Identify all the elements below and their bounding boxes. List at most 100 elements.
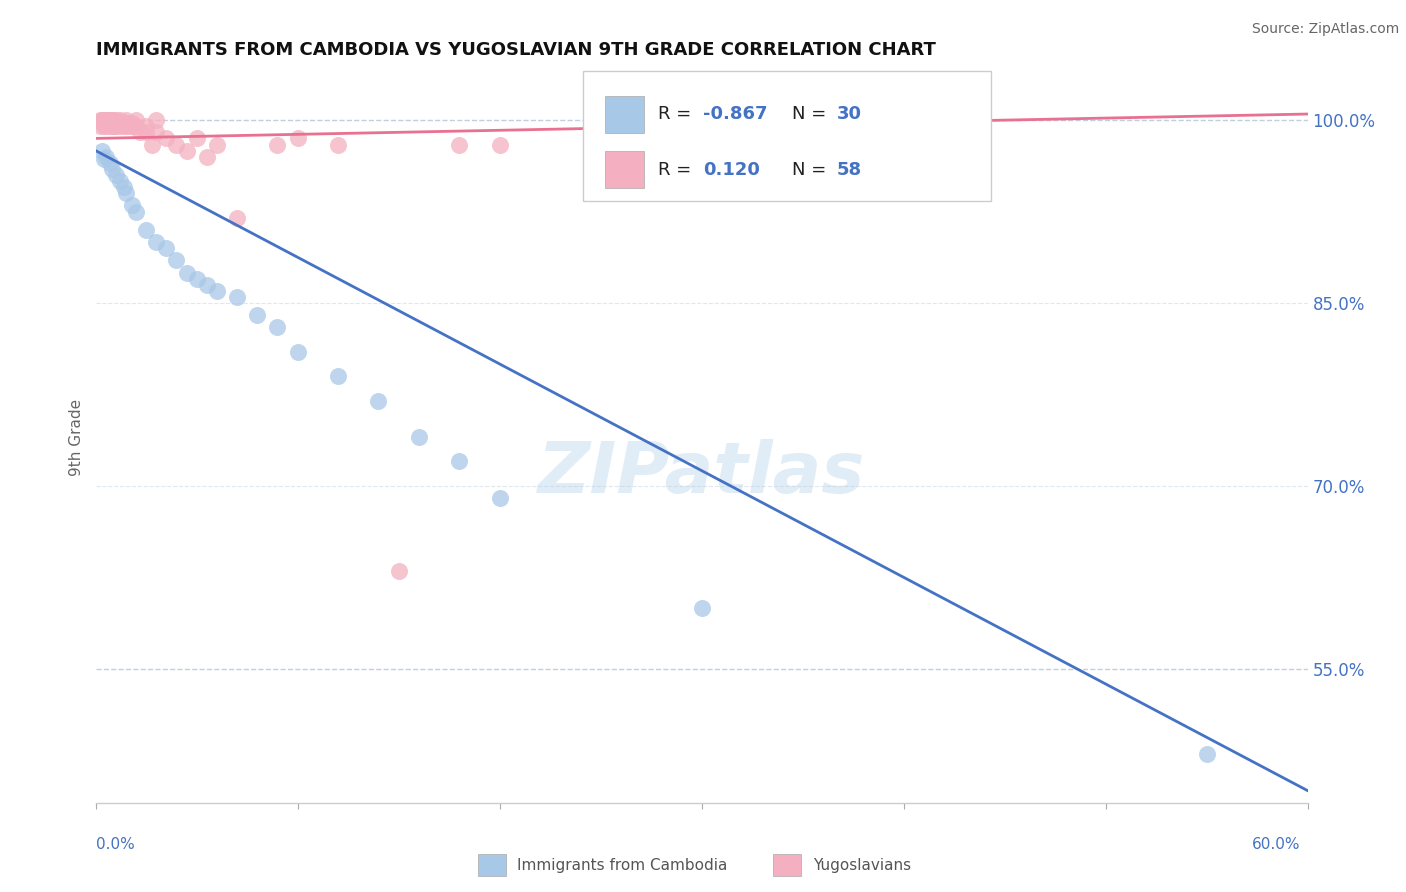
Point	[104, 168, 127, 182]
Point	[165, 253, 187, 268]
Point	[103, 119, 125, 133]
Point	[326, 137, 349, 152]
Point	[118, 119, 141, 133]
Point	[104, 113, 127, 128]
Text: ZIPatlas: ZIPatlas	[538, 439, 865, 508]
Point	[145, 235, 167, 249]
Point	[488, 491, 510, 505]
Text: -0.867: -0.867	[703, 105, 768, 123]
Point	[121, 198, 143, 212]
Point	[90, 144, 112, 158]
Text: 0.120: 0.120	[703, 161, 759, 178]
Point	[94, 115, 117, 129]
Point	[266, 320, 288, 334]
Point	[155, 131, 177, 145]
Point	[1195, 747, 1218, 761]
Point	[186, 271, 208, 285]
Text: IMMIGRANTS FROM CAMBODIA VS YUGOSLAVIAN 9TH GRADE CORRELATION CHART: IMMIGRANTS FROM CAMBODIA VS YUGOSLAVIAN …	[96, 41, 935, 59]
Point	[107, 115, 129, 129]
Point	[108, 113, 131, 128]
Point	[97, 113, 120, 128]
Point	[100, 115, 122, 129]
Point	[226, 290, 249, 304]
Point	[98, 155, 121, 169]
Point	[195, 150, 218, 164]
Point	[121, 115, 143, 129]
Point	[103, 113, 125, 128]
Point	[100, 161, 122, 176]
Text: 58: 58	[837, 161, 862, 178]
Point	[246, 308, 269, 322]
Point	[107, 115, 129, 129]
Text: 30: 30	[837, 105, 862, 123]
Point	[176, 265, 198, 279]
Point	[97, 115, 120, 129]
Point	[195, 277, 218, 292]
Point	[111, 115, 134, 129]
Point	[117, 115, 139, 129]
Point	[125, 119, 148, 133]
Y-axis label: 9th Grade: 9th Grade	[69, 399, 84, 475]
Point	[589, 131, 612, 145]
Point	[103, 119, 125, 133]
Point	[93, 113, 115, 128]
Point	[155, 241, 177, 255]
Point	[205, 284, 228, 298]
Point	[226, 211, 249, 225]
Point	[98, 113, 121, 128]
Point	[266, 137, 288, 152]
Point	[94, 150, 117, 164]
Point	[186, 131, 208, 145]
Point	[287, 344, 309, 359]
Point	[104, 119, 127, 133]
Text: R =: R =	[658, 161, 703, 178]
Text: Immigrants from Cambodia: Immigrants from Cambodia	[517, 858, 728, 872]
Point	[176, 144, 198, 158]
Point	[145, 125, 167, 139]
Point	[98, 119, 121, 133]
Point	[165, 137, 187, 152]
Point	[125, 113, 148, 128]
Point	[90, 115, 112, 129]
Point	[100, 113, 122, 128]
Point	[287, 131, 309, 145]
Point	[141, 137, 163, 152]
Point	[408, 430, 430, 444]
Point	[90, 113, 112, 128]
Point	[135, 125, 157, 139]
Point	[326, 369, 349, 384]
Point	[94, 113, 117, 128]
Point	[93, 119, 115, 133]
Point	[94, 119, 117, 133]
Point	[449, 137, 471, 152]
Point	[115, 113, 138, 128]
Text: 0.0%: 0.0%	[96, 837, 135, 852]
Text: 60.0%: 60.0%	[1253, 837, 1301, 852]
Point	[108, 119, 131, 133]
Point	[135, 119, 157, 133]
Point	[112, 180, 135, 194]
Point	[89, 119, 111, 133]
Point	[100, 119, 122, 133]
Point	[121, 119, 143, 133]
Text: N =: N =	[792, 161, 831, 178]
Point	[488, 137, 510, 152]
Point	[129, 125, 152, 139]
Point	[93, 152, 115, 166]
Point	[97, 115, 120, 129]
Point	[115, 186, 138, 201]
Point	[104, 115, 127, 129]
Point	[90, 113, 112, 128]
Point	[115, 119, 138, 133]
Point	[135, 223, 157, 237]
Point	[388, 564, 411, 578]
Point	[112, 119, 135, 133]
Text: Source: ZipAtlas.com: Source: ZipAtlas.com	[1251, 22, 1399, 37]
Point	[367, 393, 389, 408]
Point	[690, 600, 713, 615]
Text: N =: N =	[792, 105, 831, 123]
Point	[108, 174, 131, 188]
Point	[449, 454, 471, 468]
Text: Yugoslavians: Yugoslavians	[813, 858, 911, 872]
Text: R =: R =	[658, 105, 697, 123]
